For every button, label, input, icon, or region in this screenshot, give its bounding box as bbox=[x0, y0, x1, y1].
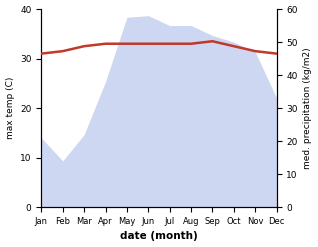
Y-axis label: med. precipitation (kg/m2): med. precipitation (kg/m2) bbox=[303, 47, 313, 169]
Y-axis label: max temp (C): max temp (C) bbox=[5, 77, 15, 139]
X-axis label: date (month): date (month) bbox=[120, 231, 198, 242]
